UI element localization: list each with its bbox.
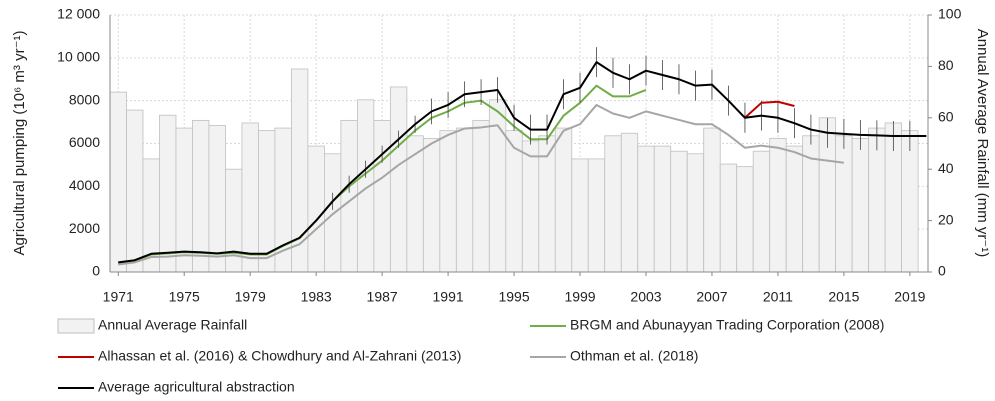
rainfall-bar xyxy=(109,91,127,273)
y-tick-label: 2000 xyxy=(69,220,100,236)
rainfall-bar xyxy=(406,135,424,273)
y-tick-label: 0 xyxy=(92,263,100,279)
rainfall-bar xyxy=(653,145,672,273)
y2-tick-label: 20 xyxy=(938,211,954,227)
y2-axis-title: Annual Average Rainfall (mm yr⁻¹) xyxy=(974,29,991,258)
rainfall-bar xyxy=(736,166,754,273)
rainfall-bar xyxy=(175,127,193,273)
rainfall-bar xyxy=(752,150,771,273)
y-tick-label: 8000 xyxy=(69,91,100,107)
x-tick-label: 2019 xyxy=(894,289,925,305)
legend-label: Average agricultural abstraction xyxy=(98,379,295,395)
rainfall-bar xyxy=(785,145,804,273)
rainfall-bar xyxy=(604,135,622,273)
rainfall-bar xyxy=(126,109,144,273)
rainfall-bar xyxy=(472,119,490,273)
rainfall-bar xyxy=(439,130,457,273)
legend-label: Annual Average Rainfall xyxy=(98,317,247,333)
x-tick-label: 1987 xyxy=(367,289,398,305)
x-tick-label: 2011 xyxy=(763,289,793,305)
y2-tick-label: 40 xyxy=(938,160,954,176)
x-tick-label: 1995 xyxy=(498,289,529,305)
series-line xyxy=(744,100,795,119)
y2-tick-label: 60 xyxy=(938,109,954,125)
y2-tick-label: 0 xyxy=(938,263,946,279)
rainfall-bar xyxy=(373,119,391,273)
x-tick-label: 2003 xyxy=(630,289,661,305)
y-tick-label: 10 000 xyxy=(57,49,100,65)
rainfall-bar xyxy=(241,122,259,273)
legend-item: BRGM and Abunayyan Trading Corporation (… xyxy=(530,317,884,333)
rainfall-bar xyxy=(554,127,573,273)
rainfall-bar xyxy=(901,130,919,273)
x-tick-label: 2007 xyxy=(696,289,727,305)
legend-swatch xyxy=(57,318,95,334)
rainfall-bar xyxy=(769,137,787,273)
rainfall-bar xyxy=(208,125,226,273)
x-tick-label: 1991 xyxy=(433,289,464,305)
x-tick-label: 2015 xyxy=(828,289,859,305)
rainfall-bar xyxy=(323,153,342,273)
rainfall-bar xyxy=(670,150,688,273)
rainfall-bar xyxy=(521,140,540,273)
series-line xyxy=(118,61,927,264)
y2-tick-label: 100 xyxy=(938,6,962,22)
rainfall-bar xyxy=(719,163,738,273)
rainfall-bar xyxy=(192,119,210,273)
y-axis-title: Agricultural pumping (10⁶ m³ yr⁻¹) xyxy=(11,31,28,256)
legend-item: Annual Average Rainfall xyxy=(57,317,247,334)
rainfall-bar xyxy=(159,114,177,273)
rainfall-bar xyxy=(620,132,639,273)
legend-label: Othman et al. (2018) xyxy=(570,348,698,364)
rainfall-bar xyxy=(455,127,474,273)
y-tick-label: 4000 xyxy=(69,177,100,193)
rainfall-bar xyxy=(571,158,589,273)
rainfall-bar xyxy=(703,127,721,273)
x-tick-label: 1975 xyxy=(169,289,200,305)
rainfall-bar xyxy=(637,145,655,273)
y2-tick-label: 80 xyxy=(938,57,954,73)
rainfall-bar xyxy=(389,86,408,273)
rainfall-bar xyxy=(422,137,441,273)
rainfall-bar xyxy=(686,153,705,273)
y-tick-label: 12 000 xyxy=(57,6,100,22)
legend-item: Othman et al. (2018) xyxy=(530,348,698,364)
rainfall-bar xyxy=(835,135,853,273)
x-tick-label: 1971 xyxy=(103,289,134,305)
x-tick-label: 1983 xyxy=(301,289,332,305)
legend-item: Average agricultural abstraction xyxy=(58,379,295,395)
y-tick-label: 6000 xyxy=(69,134,100,150)
series-line xyxy=(118,103,845,266)
legend-label: BRGM and Abunayyan Trading Corporation (… xyxy=(570,317,884,333)
rainfall-bar xyxy=(307,145,325,273)
legend-label: Alhassan et al. (2016) & Chowdhury and A… xyxy=(98,348,461,364)
rainfall-bar xyxy=(587,158,606,273)
rainfall-bar xyxy=(851,137,870,273)
legend-item: Alhassan et al. (2016) & Chowdhury and A… xyxy=(58,348,461,364)
x-tick-label: 1979 xyxy=(235,289,266,305)
x-tick-label: 1999 xyxy=(564,289,595,305)
